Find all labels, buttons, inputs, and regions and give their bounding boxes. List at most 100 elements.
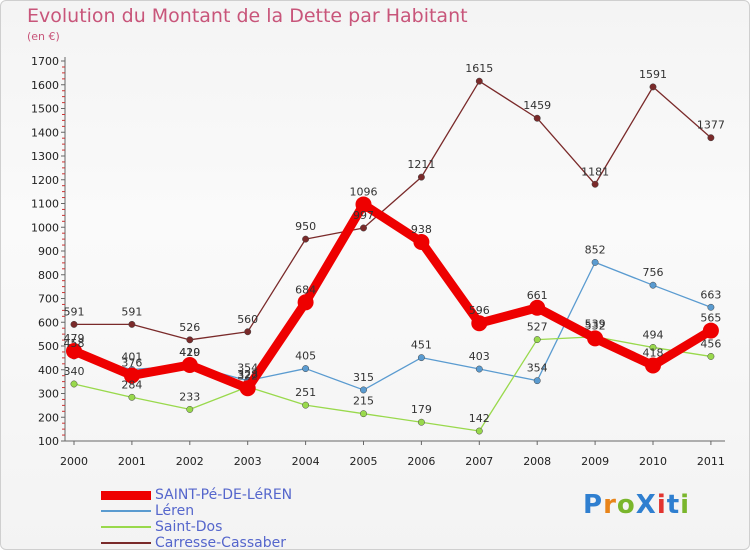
data-point (529, 299, 546, 316)
data-label: 1377 (697, 119, 725, 132)
data-point (186, 405, 194, 413)
logo-letter: o (616, 490, 636, 520)
data-label: 938 (411, 223, 432, 236)
data-label: 684 (295, 283, 316, 296)
logo-letter: i (656, 490, 667, 520)
data-point (360, 386, 367, 394)
x-tick-label: 2009 (581, 455, 609, 468)
series-line (73, 80, 712, 341)
y-tick-label: 200 (38, 411, 59, 424)
data-label: 479 (64, 332, 85, 345)
data-label: 458 (64, 337, 85, 350)
data-label: 1096 (350, 185, 378, 198)
data-label: 418 (643, 346, 664, 359)
x-tick-label: 2003 (234, 455, 262, 468)
logo-letter: r (603, 490, 617, 520)
data-label: 233 (179, 390, 200, 403)
data-point (702, 322, 719, 339)
data-label: 526 (179, 321, 200, 334)
data-point (475, 365, 483, 373)
data-label: 419 (179, 346, 200, 359)
y-tick-label: 1100 (31, 198, 59, 211)
data-point (123, 367, 140, 384)
data-label: 340 (64, 365, 85, 378)
data-label: 532 (585, 319, 606, 332)
proxiti-logo: ProXiti (583, 490, 690, 520)
legend-label: Saint-Dos (155, 519, 223, 535)
data-label: 852 (585, 243, 606, 256)
data-point (181, 357, 198, 373)
data-label: 565 (700, 312, 721, 325)
data-point (186, 336, 194, 344)
data-label: 591 (121, 305, 142, 318)
data-point (649, 83, 657, 91)
data-point (591, 180, 599, 188)
data-point (239, 380, 256, 397)
data-point (417, 173, 425, 181)
data-point (587, 330, 604, 347)
data-label: 596 (469, 304, 490, 317)
x-tick-label: 2007 (465, 455, 493, 468)
data-label: 142 (469, 412, 490, 425)
legend-swatch (101, 490, 151, 500)
data-label: 420 (179, 346, 200, 359)
data-point (128, 393, 136, 401)
y-tick-label: 400 (38, 364, 59, 377)
data-point (471, 315, 488, 332)
data-label: 997 (353, 209, 374, 222)
x-tick-label: 2010 (639, 455, 667, 468)
data-point (475, 427, 483, 435)
data-labels: 479 376 420 322 684 1096 938 596 661 532 418 565 458… (64, 62, 725, 425)
series-layer (66, 77, 719, 435)
data-label: 539 (585, 318, 606, 331)
data-label: 376 (121, 356, 142, 369)
data-point (649, 281, 657, 289)
data-point (66, 342, 82, 359)
unit-label: (en €) (27, 30, 60, 43)
data-label: 215 (353, 395, 374, 408)
legend-label: SAINT-Pé-DE-LéREN (155, 487, 293, 503)
data-label: 251 (295, 386, 316, 399)
data-label: 1181 (581, 165, 609, 178)
data-point (533, 336, 541, 344)
data-point (707, 353, 715, 360)
data-label: 1459 (523, 99, 551, 112)
x-tick-label: 2005 (350, 455, 378, 468)
y-tick-label: 1500 (31, 103, 59, 116)
x-tick-label: 2001 (118, 455, 146, 468)
data-point (591, 258, 599, 266)
data-point (645, 357, 661, 374)
axes: 100 200 300 400 500 600 700 800 900 1000 1100 1200 1… (31, 55, 725, 468)
y-tick-label: 1700 (31, 55, 59, 68)
data-point (707, 134, 715, 142)
x-tick-label: 2004 (292, 455, 320, 468)
data-label: 315 (353, 371, 374, 384)
chart-title: Evolution du Montant de la Dette par Hab… (27, 5, 468, 27)
data-point (475, 77, 483, 85)
data-label: 756 (643, 266, 664, 279)
legend-swatch (101, 510, 151, 512)
data-point (244, 328, 252, 336)
data-label: 527 (527, 321, 548, 334)
data-label: 322 (237, 369, 258, 382)
data-point (128, 320, 136, 328)
data-point (533, 114, 541, 122)
x-tick-label: 2000 (60, 455, 88, 468)
data-point (707, 303, 715, 311)
data-point (360, 224, 367, 232)
data-label: 179 (411, 403, 432, 416)
y-tick-label: 1400 (31, 126, 59, 139)
logo-letter: t (666, 490, 681, 520)
data-point (413, 233, 430, 250)
data-label: 328 (237, 368, 258, 381)
y-tick-label: 900 (38, 245, 59, 258)
data-point (302, 365, 310, 373)
data-label: 403 (469, 350, 490, 363)
data-label: 284 (121, 378, 142, 391)
data-point (302, 235, 310, 243)
logo-letter: P (583, 490, 604, 520)
data-label: 494 (643, 328, 664, 341)
legend-swatch (101, 542, 151, 544)
legend-label: Carresse-Cassaber (155, 535, 286, 550)
